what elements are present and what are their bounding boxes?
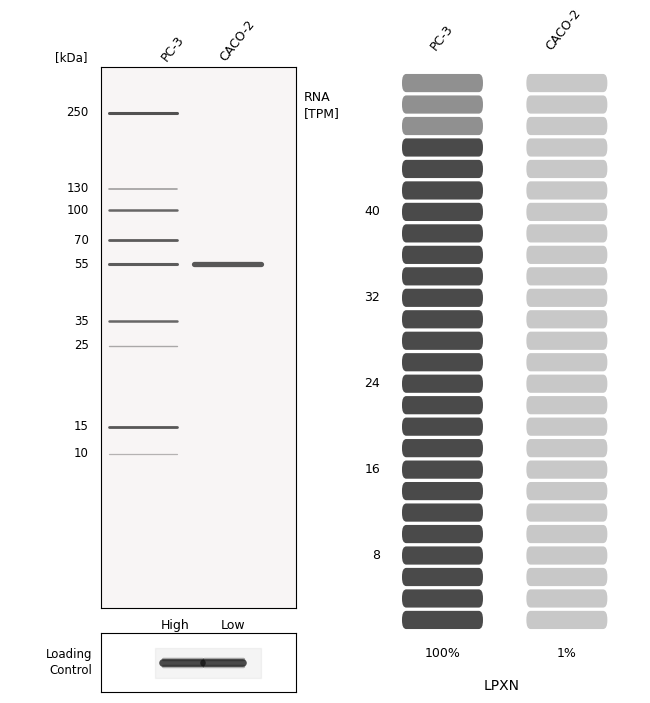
FancyBboxPatch shape — [526, 117, 607, 135]
FancyBboxPatch shape — [526, 96, 607, 114]
Text: 70: 70 — [74, 233, 88, 247]
FancyBboxPatch shape — [402, 96, 483, 114]
Text: 10: 10 — [74, 447, 88, 460]
FancyBboxPatch shape — [402, 439, 483, 457]
FancyBboxPatch shape — [526, 332, 607, 350]
FancyBboxPatch shape — [402, 375, 483, 393]
Text: 35: 35 — [74, 315, 88, 328]
Text: PC-3: PC-3 — [159, 33, 187, 63]
FancyBboxPatch shape — [526, 267, 607, 285]
Text: 55: 55 — [74, 258, 88, 271]
FancyBboxPatch shape — [526, 246, 607, 264]
Text: 130: 130 — [66, 182, 88, 195]
Text: 250: 250 — [66, 106, 88, 120]
Bar — [155, 647, 261, 678]
FancyBboxPatch shape — [526, 375, 607, 393]
Text: 25: 25 — [74, 339, 88, 352]
Text: 100: 100 — [66, 204, 88, 217]
Text: 100%: 100% — [424, 647, 460, 659]
FancyBboxPatch shape — [402, 546, 483, 565]
FancyBboxPatch shape — [402, 224, 483, 243]
Text: 8: 8 — [372, 549, 380, 562]
Text: Loading
Control: Loading Control — [46, 648, 93, 677]
FancyBboxPatch shape — [402, 611, 483, 629]
FancyBboxPatch shape — [526, 310, 607, 328]
FancyBboxPatch shape — [526, 396, 607, 414]
FancyBboxPatch shape — [526, 503, 607, 522]
Text: 16: 16 — [365, 463, 380, 476]
FancyBboxPatch shape — [402, 117, 483, 135]
Text: [kDa]: [kDa] — [55, 51, 88, 64]
FancyBboxPatch shape — [402, 525, 483, 543]
Text: LPXN: LPXN — [484, 679, 520, 693]
FancyBboxPatch shape — [402, 181, 483, 200]
Text: 24: 24 — [365, 378, 380, 390]
Text: RNA
[TPM]: RNA [TPM] — [304, 91, 339, 120]
FancyBboxPatch shape — [402, 418, 483, 436]
FancyBboxPatch shape — [526, 525, 607, 543]
Text: 15: 15 — [74, 420, 88, 433]
FancyBboxPatch shape — [526, 611, 607, 629]
Text: 32: 32 — [365, 291, 380, 304]
FancyBboxPatch shape — [402, 568, 483, 586]
FancyBboxPatch shape — [526, 460, 607, 479]
FancyBboxPatch shape — [402, 482, 483, 501]
FancyBboxPatch shape — [402, 332, 483, 350]
FancyBboxPatch shape — [402, 160, 483, 178]
FancyBboxPatch shape — [526, 224, 607, 243]
FancyBboxPatch shape — [526, 202, 607, 221]
Text: CACO-2: CACO-2 — [543, 7, 584, 53]
FancyBboxPatch shape — [526, 546, 607, 565]
FancyBboxPatch shape — [402, 310, 483, 328]
FancyBboxPatch shape — [402, 396, 483, 414]
FancyBboxPatch shape — [526, 289, 607, 307]
FancyBboxPatch shape — [402, 202, 483, 221]
FancyBboxPatch shape — [526, 482, 607, 501]
FancyBboxPatch shape — [526, 181, 607, 200]
FancyBboxPatch shape — [526, 439, 607, 457]
FancyBboxPatch shape — [526, 418, 607, 436]
Text: High: High — [161, 619, 189, 632]
FancyBboxPatch shape — [402, 589, 483, 607]
Text: Low: Low — [221, 619, 246, 632]
FancyBboxPatch shape — [526, 160, 607, 178]
FancyBboxPatch shape — [526, 138, 607, 157]
FancyBboxPatch shape — [402, 503, 483, 522]
FancyBboxPatch shape — [526, 568, 607, 586]
FancyBboxPatch shape — [402, 74, 483, 92]
FancyBboxPatch shape — [526, 353, 607, 371]
Text: PC-3: PC-3 — [428, 22, 456, 53]
FancyBboxPatch shape — [526, 74, 607, 92]
FancyBboxPatch shape — [526, 589, 607, 607]
FancyBboxPatch shape — [402, 267, 483, 285]
FancyBboxPatch shape — [402, 138, 483, 157]
Text: 1%: 1% — [557, 647, 577, 659]
Text: CACO-2: CACO-2 — [218, 18, 258, 63]
FancyBboxPatch shape — [402, 353, 483, 371]
Text: 40: 40 — [365, 205, 380, 219]
FancyBboxPatch shape — [402, 289, 483, 307]
FancyBboxPatch shape — [402, 460, 483, 479]
FancyBboxPatch shape — [402, 246, 483, 264]
